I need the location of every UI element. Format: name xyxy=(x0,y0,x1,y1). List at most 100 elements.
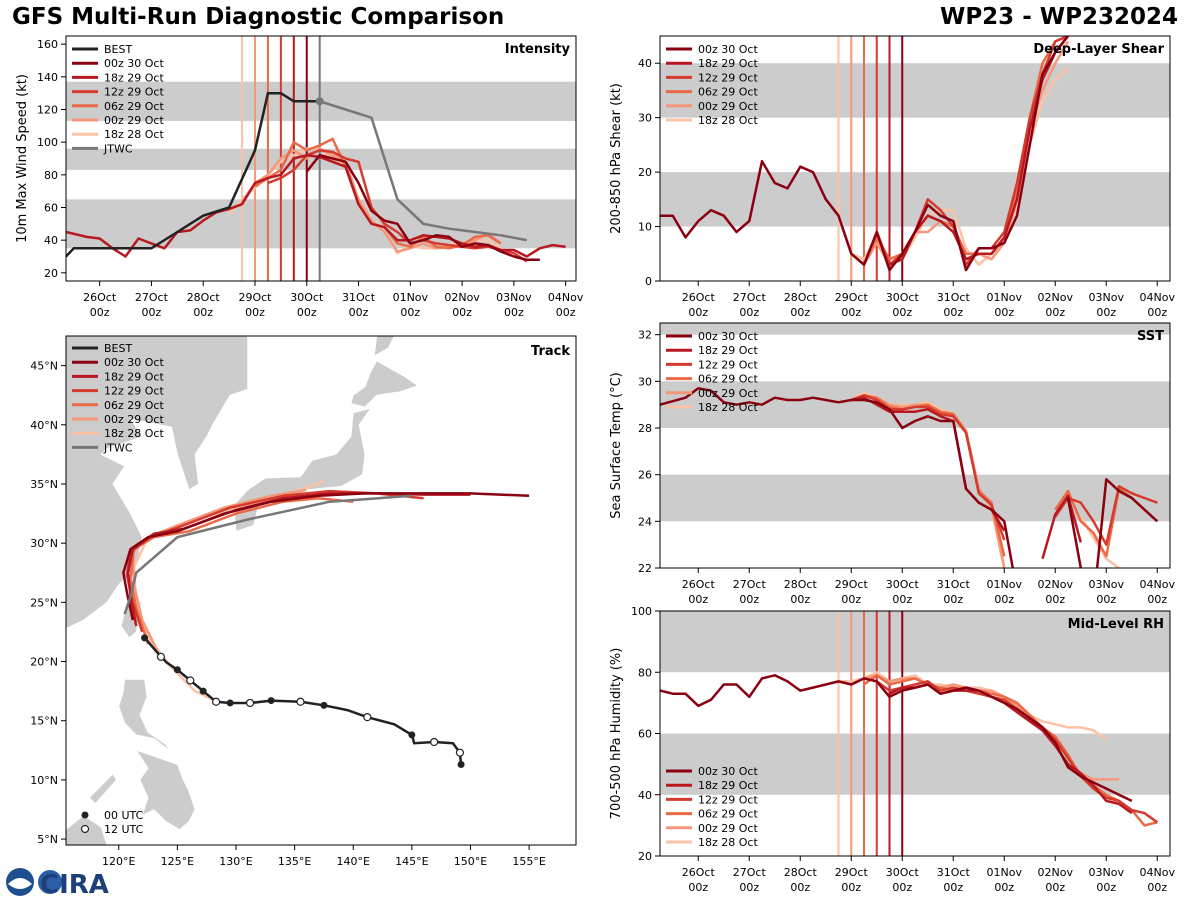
cira-logo-text: CIRA xyxy=(40,870,109,900)
rh-title: Mid-Level RH xyxy=(1068,617,1164,632)
track-marker-legend-open xyxy=(80,824,90,834)
sst-xtick-date: 31Oct xyxy=(937,578,971,591)
intensity-best-line xyxy=(66,91,320,258)
rh-xtick-date: 28Oct xyxy=(784,866,818,879)
shear-legend-label: 00z 30 Oct xyxy=(698,43,758,56)
shear-ytick-label: 30 xyxy=(638,112,652,125)
track-best-00utc-point xyxy=(199,687,207,695)
sst-ytick-label: 22 xyxy=(638,562,652,575)
intensity-xtick-hour: 00z xyxy=(142,306,162,319)
rh-plot-area xyxy=(660,611,1170,856)
intensity-xtick-date: 02Nov xyxy=(444,291,480,304)
track-best-12utc-point xyxy=(156,652,166,661)
sst-xtick-hour: 00z xyxy=(790,593,810,606)
rh-series-06z-29-oct xyxy=(863,674,1158,827)
shear-legend-label: 12z 29 Oct xyxy=(698,71,758,84)
page-title: GFS Multi-Run Diagnostic Comparison xyxy=(12,4,505,30)
rh-legend-label: 18z 29 Oct xyxy=(698,779,758,792)
shear-xtick-date: 03Nov xyxy=(1089,291,1125,304)
track-best-00utc-point xyxy=(320,701,328,709)
intensity-legend-label: 06z 29 Oct xyxy=(104,100,164,113)
shear-xtick-hour: 00z xyxy=(892,306,912,319)
track-legend-label: 12z 29 Oct xyxy=(104,385,164,398)
rh-xtick-hour: 00z xyxy=(688,881,708,894)
rh-xtick-date: 03Nov xyxy=(1089,866,1125,879)
intensity-ylabel: 10m Max Wind Speed (kt) xyxy=(15,74,30,243)
shear-xtick-date: 04Nov xyxy=(1140,291,1176,304)
sst-xtick-hour: 00z xyxy=(1096,593,1116,606)
sst-legend-label: 00z 29 Oct xyxy=(698,387,758,400)
track-best-12utc-point xyxy=(455,748,465,757)
intensity-xtick-hour: 00z xyxy=(452,306,472,319)
sst-xtick-date: 26Oct xyxy=(682,578,716,591)
shear-plot-area xyxy=(660,36,1170,281)
storm-id: WP23 - WP232024 xyxy=(939,4,1178,30)
rh-xtick-date: 27Oct xyxy=(733,866,767,879)
intensity-legend-label: 18z 29 Oct xyxy=(104,71,164,84)
rh-panel: 20 40 60 80 100 26Oct 00z 27Oct 00z 28Oct 00z 29Oct… xyxy=(609,605,1175,894)
sst-series-12z-29-oct xyxy=(850,394,1158,546)
intensity-xtick-date: 29Oct xyxy=(238,291,272,304)
shear-xtick-hour: 00z xyxy=(688,306,708,319)
sst-xtick-hour: 00z xyxy=(1045,593,1065,606)
sst-panel: 22 24 26 28 30 32 26Oct 00z 27Oct 00z 28Oct 00z 29Oc… xyxy=(609,322,1176,606)
sst-band-0 xyxy=(660,474,1170,522)
shear-xtick-date: 02Nov xyxy=(1038,291,1074,304)
intensity-legend-label: 12z 29 Oct xyxy=(104,86,164,99)
sst-xtick-date: 04Nov xyxy=(1140,578,1176,591)
shear-xtick-date: 31Oct xyxy=(937,291,971,304)
shear-band-0 xyxy=(660,172,1170,227)
shear-ytick-label: 10 xyxy=(638,221,652,234)
rh-xtick-date: 04Nov xyxy=(1140,866,1176,879)
rh-xtick-hour: 00z xyxy=(1096,881,1116,894)
track-marker-legend-filled xyxy=(81,811,89,819)
intensity-series-12z-29-oct xyxy=(267,149,528,263)
sst-ytick-label: 30 xyxy=(638,375,652,388)
sst-band-2 xyxy=(660,323,1170,335)
rh-xtick-date: 29Oct xyxy=(835,866,869,879)
shear-xtick-hour: 00z xyxy=(841,306,861,319)
shear-xtick-date: 27Oct xyxy=(733,291,767,304)
rh-xtick-date: 30Oct xyxy=(886,866,920,879)
rh-xtick-date: 31Oct xyxy=(937,866,971,879)
rh-band-1 xyxy=(660,611,1170,673)
sst-ytick-label: 28 xyxy=(638,422,652,435)
track-series-12z-29-oct xyxy=(125,489,424,633)
intensity-xtick-hour: 00z xyxy=(349,306,369,319)
sst-xtick-date: 28Oct xyxy=(784,578,818,591)
rh-ytick-label: 80 xyxy=(638,666,652,679)
sst-xtick-hour: 00z xyxy=(841,593,861,606)
track-xtick-label: 155°E xyxy=(512,855,545,868)
intensity-xtick-hour: 00z xyxy=(400,306,420,319)
intensity-title: Intensity xyxy=(505,42,571,57)
intensity-ytick-label: 60 xyxy=(44,202,58,215)
shear-title: Deep-Layer Shear xyxy=(1033,42,1164,57)
shear-xtick-hour: 00z xyxy=(790,306,810,319)
intensity-xtick-date: 27Oct xyxy=(135,291,169,304)
rh-legend-label: 06z 29 Oct xyxy=(698,808,758,821)
shear-xtick-date: 01Nov xyxy=(987,291,1023,304)
intensity-xtick-hour: 00z xyxy=(297,306,317,319)
track-marker-legend-label: 00 UTC xyxy=(104,809,144,822)
hokkaido-shape xyxy=(350,360,419,408)
track-plot-area xyxy=(66,336,530,845)
sst-xtick-date: 03Nov xyxy=(1089,578,1125,591)
rh-xtick-hour: 00z xyxy=(790,881,810,894)
sst-legend-label: 18z 29 Oct xyxy=(698,344,758,357)
intensity-ytick-label: 20 xyxy=(44,267,58,280)
track-ytick-label: 20°N xyxy=(30,656,58,669)
track-best-12utc-point xyxy=(363,713,372,722)
shear-xtick-hour: 00z xyxy=(1147,306,1167,319)
track-xtick-label: 135°E xyxy=(278,855,311,868)
rh-legend-label: 00z 29 Oct xyxy=(698,822,758,835)
track-best-12utc-point xyxy=(430,737,439,747)
sst-legend-label: 12z 29 Oct xyxy=(698,358,758,371)
rh-series-18z-28-oct xyxy=(838,671,1108,741)
intensity-frame xyxy=(65,35,577,282)
intensity-ytick-label: 80 xyxy=(44,169,58,182)
intensity-xtick-hour: 00z xyxy=(245,306,265,319)
track-ytick-label: 40°N xyxy=(30,419,58,432)
rh-xtick-hour: 00z xyxy=(1147,881,1167,894)
intensity-legend-label: BEST xyxy=(104,43,132,56)
